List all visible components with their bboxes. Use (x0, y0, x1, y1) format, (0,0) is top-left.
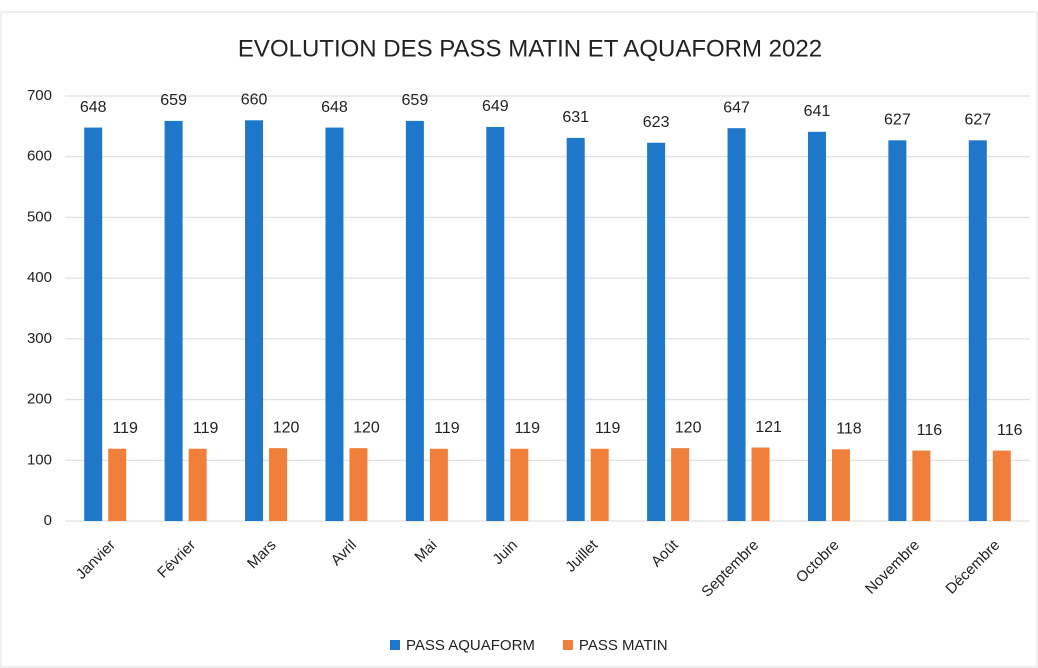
data-label: 119 (595, 420, 621, 437)
y-tick-label: 500 (27, 208, 52, 225)
data-label: 120 (273, 419, 300, 436)
bar (164, 120, 183, 522)
y-tick-label: 600 (27, 148, 52, 165)
bar (807, 131, 826, 522)
data-label: 120 (353, 419, 380, 436)
x-tick-label: Juin (489, 537, 520, 568)
data-label: 660 (241, 92, 268, 109)
bar (888, 140, 907, 522)
x-tick-label: Février (154, 537, 199, 582)
chart-title: EVOLUTION DES PASS MATIN ET AQUAFORM 202… (238, 35, 822, 62)
bar (349, 448, 368, 521)
data-label: 648 (80, 99, 107, 116)
data-label: 120 (675, 419, 702, 436)
y-tick-label: 0 (44, 512, 52, 529)
bar (269, 448, 288, 521)
bar (566, 137, 585, 521)
data-label: 631 (562, 109, 589, 126)
bar (590, 448, 609, 521)
legend-swatch (562, 640, 573, 650)
data-label: 119 (112, 420, 138, 437)
y-tick-label: 400 (27, 269, 52, 286)
y-tick-label: 200 (27, 391, 52, 408)
data-label: 647 (723, 99, 750, 116)
legend-label: PASS MATIN (579, 637, 668, 654)
y-tick-label: 300 (27, 330, 52, 347)
data-label: 119 (515, 420, 541, 437)
bar (831, 449, 850, 521)
bar (968, 140, 987, 522)
bar (647, 142, 666, 521)
bar (245, 120, 264, 522)
legend-label: PASS AQUAFORM (406, 637, 535, 654)
data-label: 659 (160, 92, 187, 109)
x-tick-label: Août (648, 536, 682, 570)
x-tick-label: Avril (328, 537, 360, 569)
data-label: 649 (482, 98, 509, 115)
x-tick-label: Mai (411, 537, 440, 566)
bar (671, 448, 690, 521)
bar (188, 448, 207, 521)
bar (727, 128, 746, 521)
y-tick-label: 100 (27, 451, 52, 468)
x-tick-label: Septembre (698, 537, 762, 601)
x-tick-label: Décembre (942, 537, 1003, 598)
bar (325, 127, 344, 522)
legend-swatch (390, 640, 400, 650)
bar (84, 127, 103, 522)
bar (992, 450, 1011, 521)
data-label: 623 (643, 114, 670, 131)
data-label: 627 (964, 112, 991, 129)
data-label: 116 (917, 422, 943, 439)
data-label: 648 (321, 99, 348, 116)
x-tick-label: Juillet (562, 536, 602, 576)
x-tick-label: Mars (244, 537, 280, 573)
x-tick-label: Novembre (862, 537, 923, 598)
data-label: 627 (884, 112, 911, 129)
bar (486, 126, 505, 521)
bar (510, 448, 529, 521)
bar (751, 447, 770, 521)
y-tick-label: 700 (27, 87, 52, 104)
x-tick-label: Octobre (793, 537, 843, 587)
bar (108, 448, 127, 521)
data-label: 116 (997, 422, 1023, 439)
data-label: 119 (434, 420, 460, 437)
bar (405, 120, 424, 522)
data-label: 641 (804, 103, 831, 120)
data-label: 121 (755, 419, 782, 436)
x-tick-label: Janvier (73, 537, 119, 583)
data-label: 119 (193, 420, 219, 437)
chart-border (0, 11, 1038, 668)
bar (429, 448, 448, 521)
data-label: 118 (836, 421, 862, 438)
data-label: 659 (402, 92, 429, 109)
bar (912, 450, 931, 521)
